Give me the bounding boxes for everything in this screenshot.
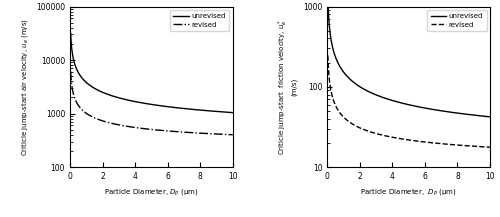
revised: [190, 132, 196, 134]
revised: [464, 145, 470, 147]
revised: [68, 70, 73, 73]
unrevised: [68, 32, 73, 35]
revised: [230, 133, 236, 136]
revised: [424, 141, 430, 143]
revised: [487, 146, 493, 148]
unrevised: [166, 105, 172, 108]
unrevised: [230, 111, 236, 114]
unrevised: [424, 107, 430, 110]
revised: [166, 130, 172, 132]
unrevised: [448, 111, 454, 113]
Y-axis label: Criticle jump-start  friction velocity, $u_e^*$
(m/s): Criticle jump-start friction velocity, $…: [276, 19, 297, 155]
revised: [325, 54, 331, 57]
revised: [162, 129, 168, 132]
Line: revised: revised: [70, 72, 233, 135]
unrevised: [487, 115, 493, 118]
revised: [171, 130, 177, 133]
revised: [335, 108, 341, 111]
unrevised: [190, 108, 196, 111]
unrevised: [428, 108, 434, 110]
revised: [448, 143, 454, 146]
unrevised: [419, 106, 425, 109]
revised: [208, 132, 214, 135]
unrevised: [335, 61, 341, 64]
unrevised: [464, 113, 470, 116]
unrevised: [171, 106, 177, 109]
Legend: unrevised, revised: unrevised, revised: [170, 10, 230, 31]
Y-axis label: Criticle jump-start air velocity, $u_e$ (m/s): Criticle jump-start air velocity, $u_e$ …: [20, 18, 30, 156]
unrevised: [208, 110, 214, 112]
unrevised: [162, 105, 168, 108]
Line: unrevised: unrevised: [328, 0, 490, 117]
Line: revised: revised: [328, 56, 490, 147]
Line: unrevised: unrevised: [70, 33, 233, 113]
unrevised: [78, 75, 84, 77]
revised: [428, 141, 434, 144]
X-axis label: Particle Diameter,  $D_P$ (μm): Particle Diameter, $D_P$ (μm): [360, 186, 457, 197]
revised: [78, 107, 84, 110]
Legend: unrevised, revised: unrevised, revised: [427, 10, 486, 31]
revised: [419, 140, 425, 143]
X-axis label: Particle Diameter, $D_P$ (μm): Particle Diameter, $D_P$ (μm): [104, 186, 198, 197]
